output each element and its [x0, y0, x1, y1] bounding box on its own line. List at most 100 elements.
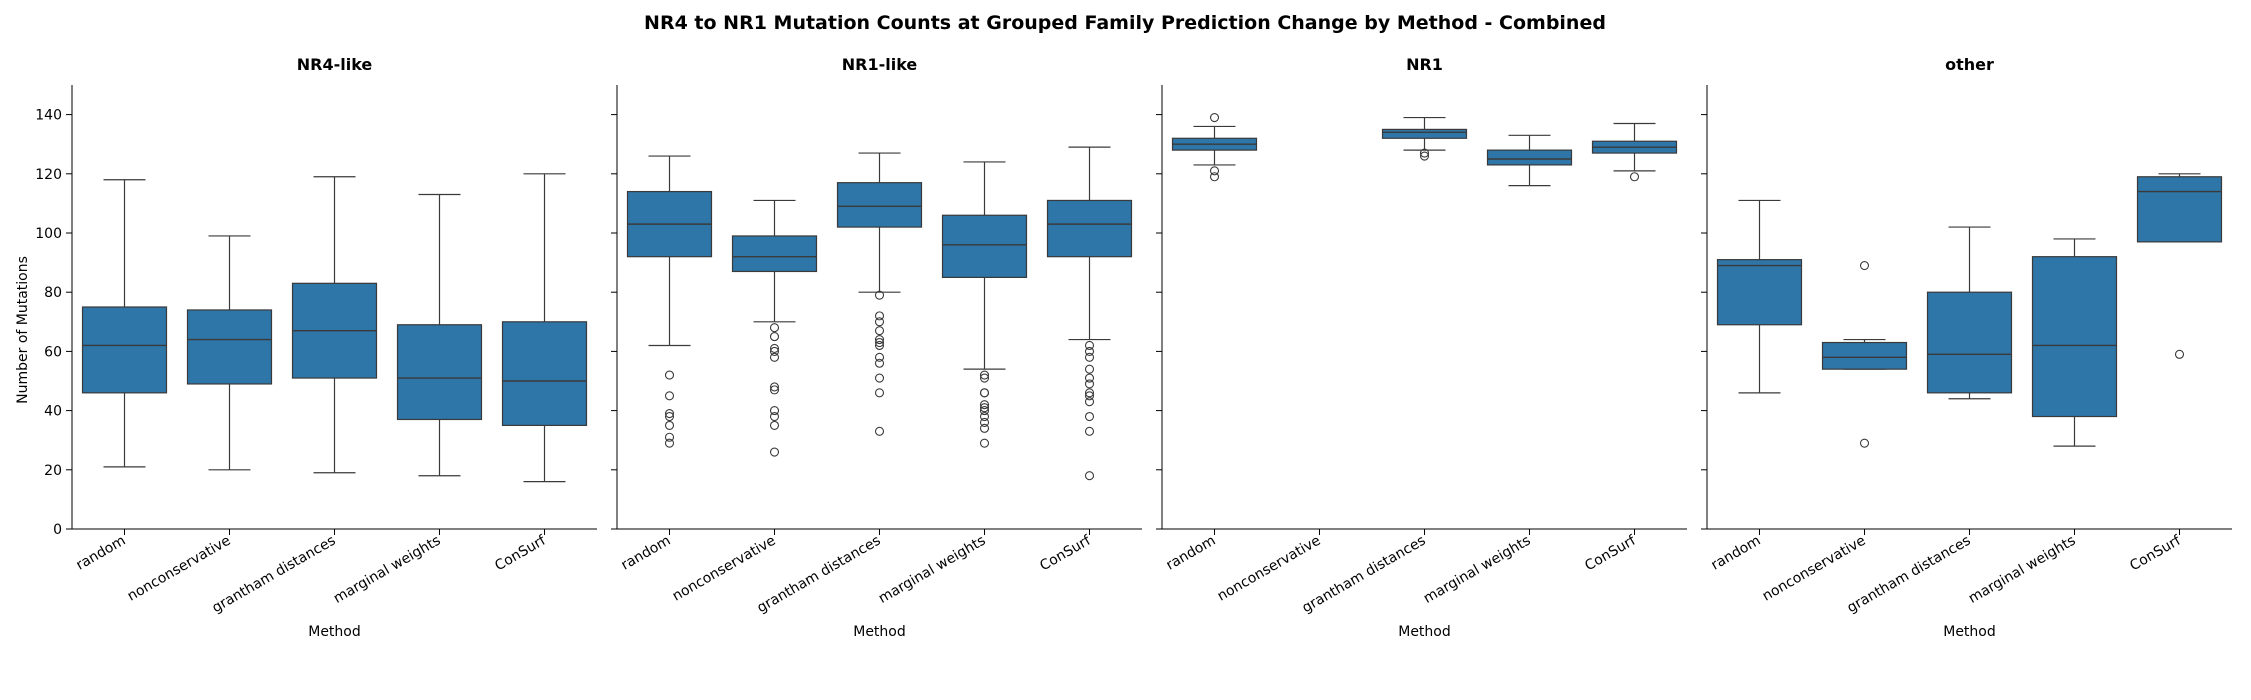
outlier-point: [874, 388, 885, 398]
panels: NR4-like020406080100120140randomnonconse…: [35, 55, 2232, 640]
x-tick-label: ConSurf: [492, 532, 549, 574]
box-nonconservative: [186, 235, 273, 471]
outlier-point: [1084, 373, 1095, 383]
outlier-point: [1084, 352, 1095, 362]
box-iqr: [731, 235, 818, 273]
outlier-point: [1629, 172, 1640, 182]
outlier-point: [664, 370, 675, 380]
x-tick-label: ConSurf: [2127, 532, 2184, 574]
outlier-point: [664, 438, 675, 448]
y-tick-label: 20: [44, 463, 62, 479]
box-iqr: [941, 214, 1028, 279]
x-tick-label: ConSurf: [1582, 532, 1639, 574]
outlier-point: [1859, 438, 1870, 448]
box-nonconservative: [1821, 261, 1908, 448]
outlier-point: [664, 420, 675, 430]
box-iqr: [1716, 259, 1803, 326]
outlier-point: [769, 411, 780, 422]
y-tick-label: 100: [35, 226, 62, 242]
outlier-point: [874, 426, 885, 436]
outlier-point: [1419, 148, 1430, 158]
outlier-point: [769, 447, 780, 457]
x-tick-label: marginal weights: [1421, 533, 1534, 607]
box-iqr: [2031, 256, 2118, 418]
x-tick-label: nonconservative: [1760, 533, 1869, 605]
box-random: [626, 155, 713, 448]
outlier-point: [769, 352, 780, 362]
box-marginal-weights: [1486, 134, 1573, 187]
outlier-point: [1419, 151, 1430, 161]
x-tick-label: ConSurf: [1037, 532, 1094, 574]
y-tick-label: 120: [35, 167, 62, 183]
box-iqr: [2136, 176, 2223, 243]
outlier-point: [1084, 379, 1095, 389]
outlier-point: [874, 290, 885, 300]
box-marginal-weights: [396, 193, 483, 477]
outlier-point: [769, 420, 780, 430]
outlier-point: [979, 388, 990, 398]
x-tick-label: marginal weights: [331, 533, 444, 607]
outlier-point: [769, 332, 780, 342]
y-tick-label: 80: [44, 285, 62, 301]
outlier-point: [979, 370, 990, 380]
outlier-point: [769, 385, 780, 395]
outlier-point: [874, 352, 885, 362]
outlier-point: [1084, 426, 1095, 436]
chart-title: NR4 to NR1 Mutation Counts at Grouped Fa…: [644, 12, 1606, 34]
x-axis-label: Method: [853, 624, 906, 640]
box-iqr: [1821, 341, 1908, 370]
outlier-point: [979, 411, 990, 422]
box-ConSurf: [2136, 173, 2223, 359]
outlier-point: [664, 409, 675, 419]
panel-title: NR4-like: [297, 55, 373, 74]
box-grantham-distances: [836, 152, 923, 436]
outlier-point: [664, 391, 675, 401]
box-grantham-distances: [1926, 226, 2013, 400]
outlier-point: [1084, 471, 1095, 481]
panel-title: NR1-like: [842, 55, 918, 74]
outlier-point: [979, 406, 990, 416]
box-iqr: [1046, 199, 1133, 258]
outlier-point: [874, 358, 885, 368]
outlier-point: [1084, 411, 1095, 422]
outlier-point: [1084, 391, 1095, 401]
outlier-point: [1209, 172, 1220, 182]
outlier-point: [769, 323, 780, 333]
x-axis-label: Method: [1943, 624, 1996, 640]
outlier-point: [769, 406, 780, 416]
box-iqr: [396, 324, 483, 421]
x-tick-label: random: [618, 533, 673, 574]
panel-0: NR4-like 0 20 40 60 80 100 120 140 randomnonconse…: [35, 55, 597, 640]
outlier-point: [874, 337, 885, 348]
box-grantham-distances: [291, 176, 378, 474]
box-marginal-weights: [2031, 238, 2118, 447]
outlier-point: [874, 335, 885, 345]
outlier-point: [1084, 340, 1095, 351]
box-ConSurf: [1591, 122, 1678, 182]
box-grantham-distances: [1381, 116, 1468, 161]
box-random: [81, 179, 168, 468]
panel-title: other: [1945, 55, 1994, 74]
box-random: [1716, 199, 1803, 394]
outlier-point: [1084, 346, 1095, 356]
y-tick-label: 40: [44, 404, 62, 420]
box-iqr: [1926, 291, 2013, 394]
x-axis-label: Method: [308, 624, 361, 640]
outlier-point: [874, 317, 885, 327]
outlier-point: [979, 400, 990, 410]
outlier-point: [874, 373, 885, 383]
outlier-point: [979, 417, 990, 427]
outlier-point: [1209, 113, 1220, 123]
x-tick-label: marginal weights: [876, 533, 989, 607]
box-iqr: [1486, 149, 1573, 166]
box-iqr: [1381, 128, 1468, 139]
outlier-point: [874, 311, 885, 321]
outlier-point: [1084, 388, 1095, 398]
outlier-point: [979, 438, 990, 448]
outlier-point: [979, 373, 990, 383]
x-axis-label: Method: [1398, 624, 1451, 640]
outlier-point: [979, 423, 990, 433]
